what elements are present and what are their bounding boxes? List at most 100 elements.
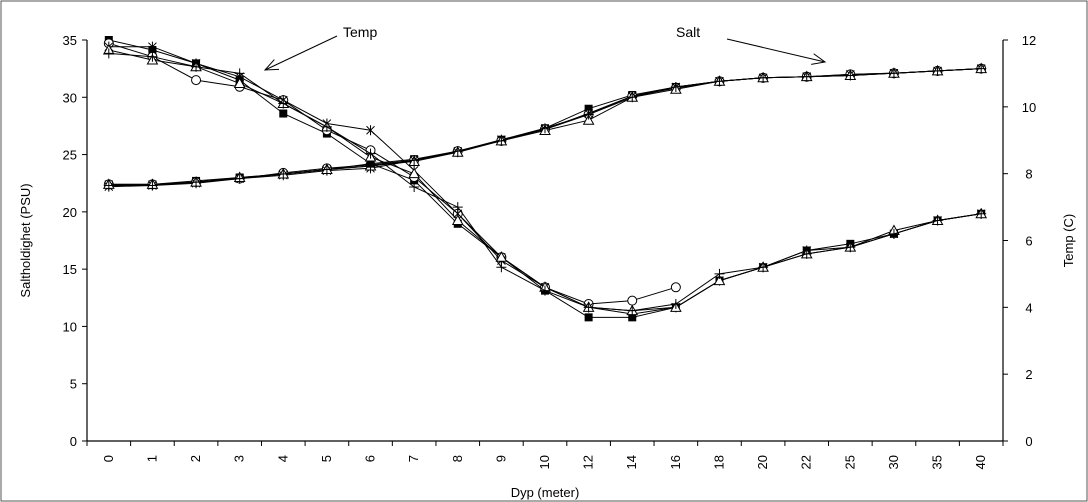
x-tick-label: 16 [668,455,683,469]
x-tick-label: 18 [711,455,726,469]
x-tick-label: 30 [886,455,901,469]
x-tick-label: 8 [450,455,465,462]
marker-star [148,41,157,52]
marker-open-circle [670,282,681,293]
y-left-tick-label: 15 [63,262,77,277]
marker-plus [932,215,943,226]
y-left-tick-label: 10 [63,319,77,334]
marker-star [366,125,375,136]
x-tick-label: 9 [493,455,508,462]
arrow-salt-shaft [726,38,826,63]
x-tick-label: 22 [799,455,814,469]
x-tick-label: 1 [144,455,159,462]
marker-plus [670,81,681,92]
x-axis-title: Dyp (meter) [511,485,580,500]
salt-series-4 [103,63,987,191]
marker-plus [670,298,681,309]
y-left-tick-label: 35 [63,33,77,48]
marker-plus [888,228,899,239]
x-tick-label: 35 [930,455,945,469]
temp-series-4 [103,48,987,316]
arrow-temp-head [263,59,280,71]
marker-plus [714,268,725,279]
marker-plus [758,72,769,83]
marker-open-triangle [713,274,726,286]
y-right-tick-label: 12 [1022,33,1036,48]
marker-plus [932,65,943,76]
x-tick-label: 12 [581,455,596,469]
y-right-tick-label: 2 [1025,367,1032,382]
marker-plus [801,248,812,259]
marker-plus [540,123,550,134]
marker-plus [627,92,638,103]
y-axis-right-title: Temp (C) [1061,214,1076,267]
marker-plus [714,76,725,87]
marker-plus [234,68,245,79]
annotation-temp: Temp [343,24,377,40]
marker-plus [103,180,114,191]
marker-plus [801,71,812,82]
marker-plus [321,164,332,175]
arrow-salt [726,38,827,65]
marker-open-triangle [582,114,595,125]
arrow-temp-shaft [264,35,338,71]
marker-plus [191,61,202,72]
y-right-tick-label: 4 [1025,300,1032,315]
arrow-temp [263,35,338,71]
marker-plus [452,202,463,213]
marker-open-triangle [408,167,420,179]
marker-plus [103,48,114,59]
y-left-tick-label: 5 [70,377,77,392]
x-tick-label: 5 [319,455,334,462]
marker-plus [540,285,550,296]
marker-open-circle [191,75,202,86]
marker-plus [888,68,899,79]
y-right-tick-label: 0 [1025,434,1032,449]
marker-plus [758,262,769,273]
marker-plus [147,51,158,62]
x-tick-label: 6 [363,455,378,462]
y-left-tick-label: 0 [70,434,77,449]
marker-plus [583,109,594,120]
marker-open-triangle [451,214,464,225]
marker-plus [365,148,376,159]
marker-filled-square [279,109,288,118]
marker-plus [278,98,289,109]
temp-series-1-line [108,42,677,305]
x-tick-label: 0 [101,455,116,462]
marker-plus [147,180,158,191]
temp-series-1 [103,38,681,309]
labels-layer: Dyp (meter) Saltholdighet (PSU) Temp (C)… [18,24,1076,500]
series-layer [102,36,988,322]
marker-plus [409,182,420,193]
marker-filled-square [584,313,593,322]
marker-plus [452,146,463,157]
marker-plus [496,262,507,273]
annotation-salt: Salt [676,24,700,40]
y-left-tick-label: 25 [63,148,77,163]
x-tick-label: 25 [842,455,857,469]
x-tick-label: 2 [188,455,203,462]
x-tick-label: 10 [537,455,552,469]
arrow-salt-head [811,53,827,65]
x-tick-label: 7 [406,455,421,462]
marker-plus [409,155,420,166]
marker-plus [278,169,289,180]
y-axis-left-title: Saltholdighet (PSU) [18,183,33,297]
marker-plus [976,208,987,219]
marker-filled-square [366,159,375,168]
marker-plus [627,305,638,316]
y-right-tick-label: 8 [1025,167,1032,182]
x-tick-label: 14 [624,455,639,469]
marker-plus [321,121,332,132]
x-tick-label: 20 [755,455,770,469]
y-right-tick-label: 10 [1022,100,1036,115]
y-right-tick-label: 6 [1025,234,1032,249]
marker-plus [976,63,987,74]
marker-open-triangle [495,251,508,262]
x-tick-label: 3 [232,455,247,462]
